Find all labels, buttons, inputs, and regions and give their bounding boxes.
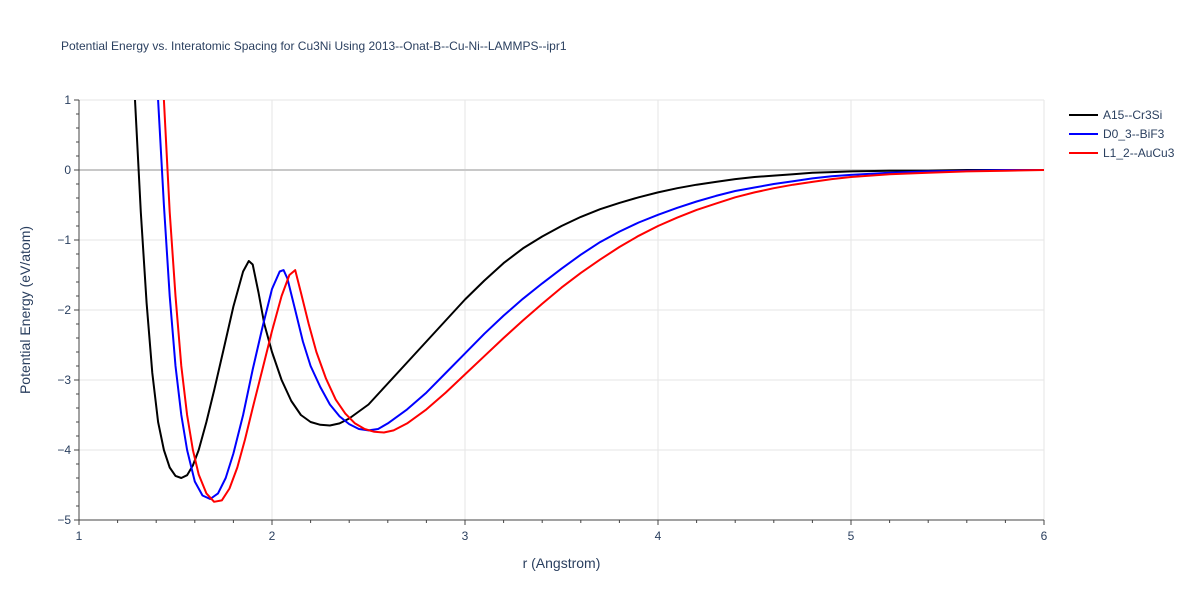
series-layer [134, 100, 1044, 503]
y-tick-label: −5 [57, 513, 71, 527]
y-tick-label: −3 [57, 373, 71, 387]
y-tick-label: −4 [57, 443, 71, 457]
x-tick-label: 6 [1041, 529, 1048, 543]
y-axis-title: Potential Energy (eV/atom) [17, 226, 33, 394]
x-tick-label: 1 [76, 529, 83, 543]
legend-item-2[interactable]: D0_3--BiF3 [1069, 127, 1165, 141]
x-tick-label: 4 [655, 529, 662, 543]
legend[interactable]: A15--Cr3Si D0_3--BiF3 L1_2--AuCu3 [1069, 108, 1175, 160]
chart-title: Potential Energy vs. Interatomic Spacing… [61, 39, 567, 53]
legend-label: L1_2--AuCu3 [1103, 146, 1175, 160]
y-tick-label: 1 [64, 93, 71, 107]
x-tick-label: 3 [462, 529, 469, 543]
series-line-3 [162, 100, 1044, 503]
legend-item-1[interactable]: A15--Cr3Si [1069, 108, 1162, 122]
x-axis-title: r (Angstrom) [523, 555, 601, 571]
series-line-1 [134, 100, 1044, 479]
legend-label: A15--Cr3Si [1103, 108, 1162, 122]
y-tick-label: −2 [57, 303, 71, 317]
x-tick-label: 2 [269, 529, 276, 543]
x-ticks: 1 2 3 4 5 6 [76, 520, 1048, 543]
legend-item-3[interactable]: L1_2--AuCu3 [1069, 146, 1175, 160]
y-tick-label: −1 [57, 233, 71, 247]
series-line-2 [157, 100, 1044, 500]
legend-label: D0_3--BiF3 [1103, 127, 1165, 141]
y-ticks: −5 −4 −3 −2 −1 0 1 [57, 93, 79, 527]
x-tick-label: 5 [848, 529, 855, 543]
y-tick-label: 0 [64, 163, 71, 177]
